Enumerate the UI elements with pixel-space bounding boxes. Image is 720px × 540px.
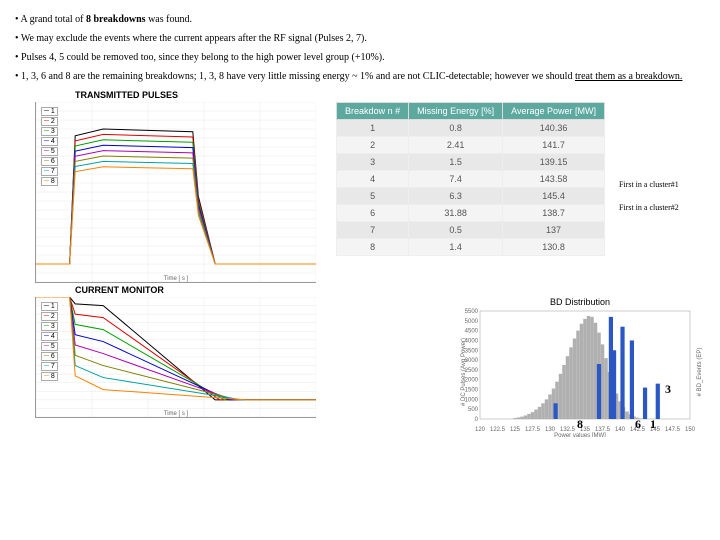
- table-header: Breakdow n #: [337, 103, 409, 120]
- table-cell: 4: [337, 171, 409, 188]
- legend-item: ─ 4: [41, 137, 58, 146]
- legend-item: ─ 2: [41, 117, 58, 126]
- svg-text:127.5: 127.5: [525, 427, 541, 433]
- current-title: CURRENT MONITOR: [75, 285, 705, 295]
- legend-item: ─ 2: [41, 312, 58, 321]
- table-cell: 137: [503, 222, 605, 239]
- svg-text:140: 140: [615, 427, 626, 433]
- legend-item: ─ 1: [41, 302, 58, 311]
- table-row: 47.4143.58: [337, 171, 605, 188]
- bullet-2: • We may exclude the events where the cu…: [15, 33, 705, 44]
- b1-bold: 8 breakdowns: [86, 14, 146, 25]
- transmitted-title: TRANSMITTED PULSES: [75, 90, 705, 100]
- table-cell: 139.15: [503, 154, 605, 171]
- table-cell: 141.7: [503, 137, 605, 154]
- svg-text:147.5: 147.5: [665, 427, 681, 433]
- table-cell: 0.5: [409, 222, 503, 239]
- breakdown-table: Breakdow n #Missing Energy [%]Average Po…: [336, 102, 605, 256]
- svg-text:0: 0: [475, 417, 479, 423]
- bullet-4: • 1, 3, 6 and 8 are the remaining breakd…: [15, 71, 705, 82]
- table-cell: 5: [337, 188, 409, 205]
- table-cell: 7.4: [409, 171, 503, 188]
- legend-item: ─ 1: [41, 107, 58, 116]
- table-wrap: Breakdow n #Missing Energy [%]Average Po…: [336, 102, 605, 256]
- svg-text:122.5: 122.5: [490, 427, 506, 433]
- table-cell: 0.8: [409, 120, 503, 137]
- legend-item: ─ 8: [41, 372, 58, 381]
- table-row: 31.5139.15: [337, 154, 605, 171]
- svg-text:# BD_Events (EP): # BD_Events (EP): [697, 348, 703, 397]
- table-row: 56.3145.4: [337, 188, 605, 205]
- legend-item: ─ 4: [41, 332, 58, 341]
- svg-text:150: 150: [685, 427, 696, 433]
- table-cell: 143.58: [503, 171, 605, 188]
- table-header: Average Power [MW]: [503, 103, 605, 120]
- table-row: 10.8140.36: [337, 120, 605, 137]
- table-cell: 130.8: [503, 239, 605, 256]
- table-row: 81.4130.8: [337, 239, 605, 256]
- legend-item: ─ 7: [41, 362, 58, 371]
- hist-overlay-label: 6: [635, 417, 641, 432]
- transmitted-svg: Time [ s ]: [36, 102, 316, 282]
- b4-underline: treat them as a breakdown.: [575, 71, 682, 82]
- legend-item: ─ 6: [41, 157, 58, 166]
- svg-text:5000: 5000: [465, 319, 479, 325]
- svg-text:120: 120: [475, 427, 486, 433]
- table-cell: 138.7: [503, 205, 605, 222]
- svg-text:500: 500: [468, 407, 479, 413]
- table-annotations: First in a cluster#1 First in a cluster#…: [615, 102, 705, 212]
- legend-item: ─ 3: [41, 322, 58, 331]
- hist-chart: BD Distribution 050010001500200025003000…: [455, 297, 705, 447]
- table-cell: 1: [337, 120, 409, 137]
- table-cell: 3: [337, 154, 409, 171]
- table-row: 70.5137: [337, 222, 605, 239]
- svg-text:Power values [MW]: Power values [MW]: [554, 433, 606, 437]
- transmitted-legend: ─ 1─ 2─ 3─ 4─ 5─ 6─ 7─ 8: [41, 107, 58, 187]
- table-header: Missing Energy [%]: [409, 103, 503, 120]
- table-row: 631.88138.7: [337, 205, 605, 222]
- legend-item: ─ 3: [41, 127, 58, 136]
- svg-text:5500: 5500: [465, 309, 479, 315]
- legend-item: ─ 5: [41, 147, 58, 156]
- table-cell: 7: [337, 222, 409, 239]
- svg-text:125: 125: [510, 427, 521, 433]
- current-svg: Time [ s ]: [36, 297, 316, 417]
- b4-pre: • 1, 3, 6 and 8 are the remaining breakd…: [15, 71, 575, 82]
- hist-title: BD Distribution: [455, 297, 705, 307]
- transmitted-chart: Time [ s ] ─ 1─ 2─ 3─ 4─ 5─ 6─ 7─ 8: [35, 102, 316, 283]
- bullet-1: • A grand total of 8 breakdowns was foun…: [15, 14, 705, 25]
- legend-item: ─ 6: [41, 352, 58, 361]
- hist-overlay-label: 1: [650, 417, 656, 432]
- svg-text:Time [ s ]: Time [ s ]: [164, 411, 189, 417]
- svg-text:Time [ s ]: Time [ s ]: [164, 276, 189, 282]
- table-cell: 6: [337, 205, 409, 222]
- b1-post: was found.: [146, 14, 192, 25]
- hist-overlay-label: 3: [665, 382, 671, 397]
- table-cell: 1.4: [409, 239, 503, 256]
- table-row: 22.41141.7: [337, 137, 605, 154]
- annot-1: First in a cluster#1: [619, 180, 705, 189]
- table-cell: 8: [337, 239, 409, 256]
- current-legend: ─ 1─ 2─ 3─ 4─ 5─ 6─ 7─ 8: [41, 302, 58, 382]
- table-cell: 6.3: [409, 188, 503, 205]
- table-cell: 145.4: [503, 188, 605, 205]
- svg-text:4500: 4500: [465, 329, 479, 335]
- table-cell: 2: [337, 137, 409, 154]
- current-chart: Time [ s ] ─ 1─ 2─ 3─ 4─ 5─ 6─ 7─ 8: [35, 297, 316, 418]
- bullet-3: • Pulses 4, 5 could be removed too, sinc…: [15, 52, 705, 63]
- table-cell: 140.36: [503, 120, 605, 137]
- legend-item: ─ 8: [41, 177, 58, 186]
- table-cell: 31.88: [409, 205, 503, 222]
- svg-text:# DC Pulses (Avg Power): # DC Pulses (Avg Power): [461, 338, 467, 406]
- hist-overlay-label: 8: [577, 417, 583, 432]
- b1-pre: • A grand total of: [15, 14, 86, 25]
- annot-2: First in a cluster#2: [619, 203, 705, 212]
- legend-item: ─ 5: [41, 342, 58, 351]
- legend-item: ─ 7: [41, 167, 58, 176]
- table-cell: 1.5: [409, 154, 503, 171]
- table-cell: 2.41: [409, 137, 503, 154]
